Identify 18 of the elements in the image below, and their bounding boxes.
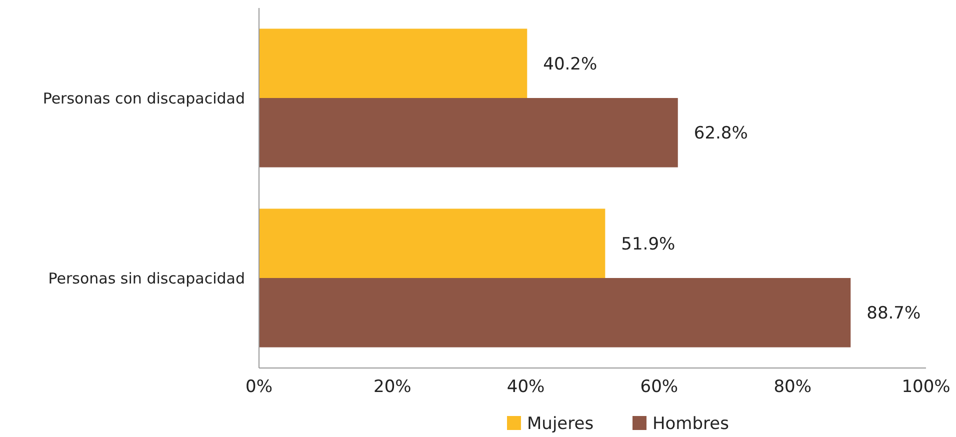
x-tick-label: 20% bbox=[374, 377, 412, 397]
x-tick-label: 0% bbox=[246, 377, 272, 397]
data-label: 62.8% bbox=[694, 124, 748, 144]
legend-label: Hombres bbox=[652, 414, 730, 434]
bar bbox=[259, 208, 606, 278]
x-tick-label: 80% bbox=[774, 377, 812, 397]
data-label: 51.9% bbox=[621, 234, 676, 254]
y-tick-label: Personas con discapacidad bbox=[42, 89, 245, 108]
y-tick-label: Personas sin discapacidad bbox=[48, 269, 245, 288]
data-label: 40.2% bbox=[543, 54, 598, 74]
x-tick-label: 40% bbox=[506, 377, 545, 397]
legend-label: Mujeres bbox=[527, 414, 594, 434]
bar bbox=[259, 278, 851, 348]
x-tick-label: 60% bbox=[640, 377, 678, 397]
bar bbox=[259, 98, 678, 168]
bar bbox=[259, 28, 528, 98]
data-label: 88.7% bbox=[866, 304, 921, 324]
x-tick-label: 100% bbox=[902, 377, 950, 397]
